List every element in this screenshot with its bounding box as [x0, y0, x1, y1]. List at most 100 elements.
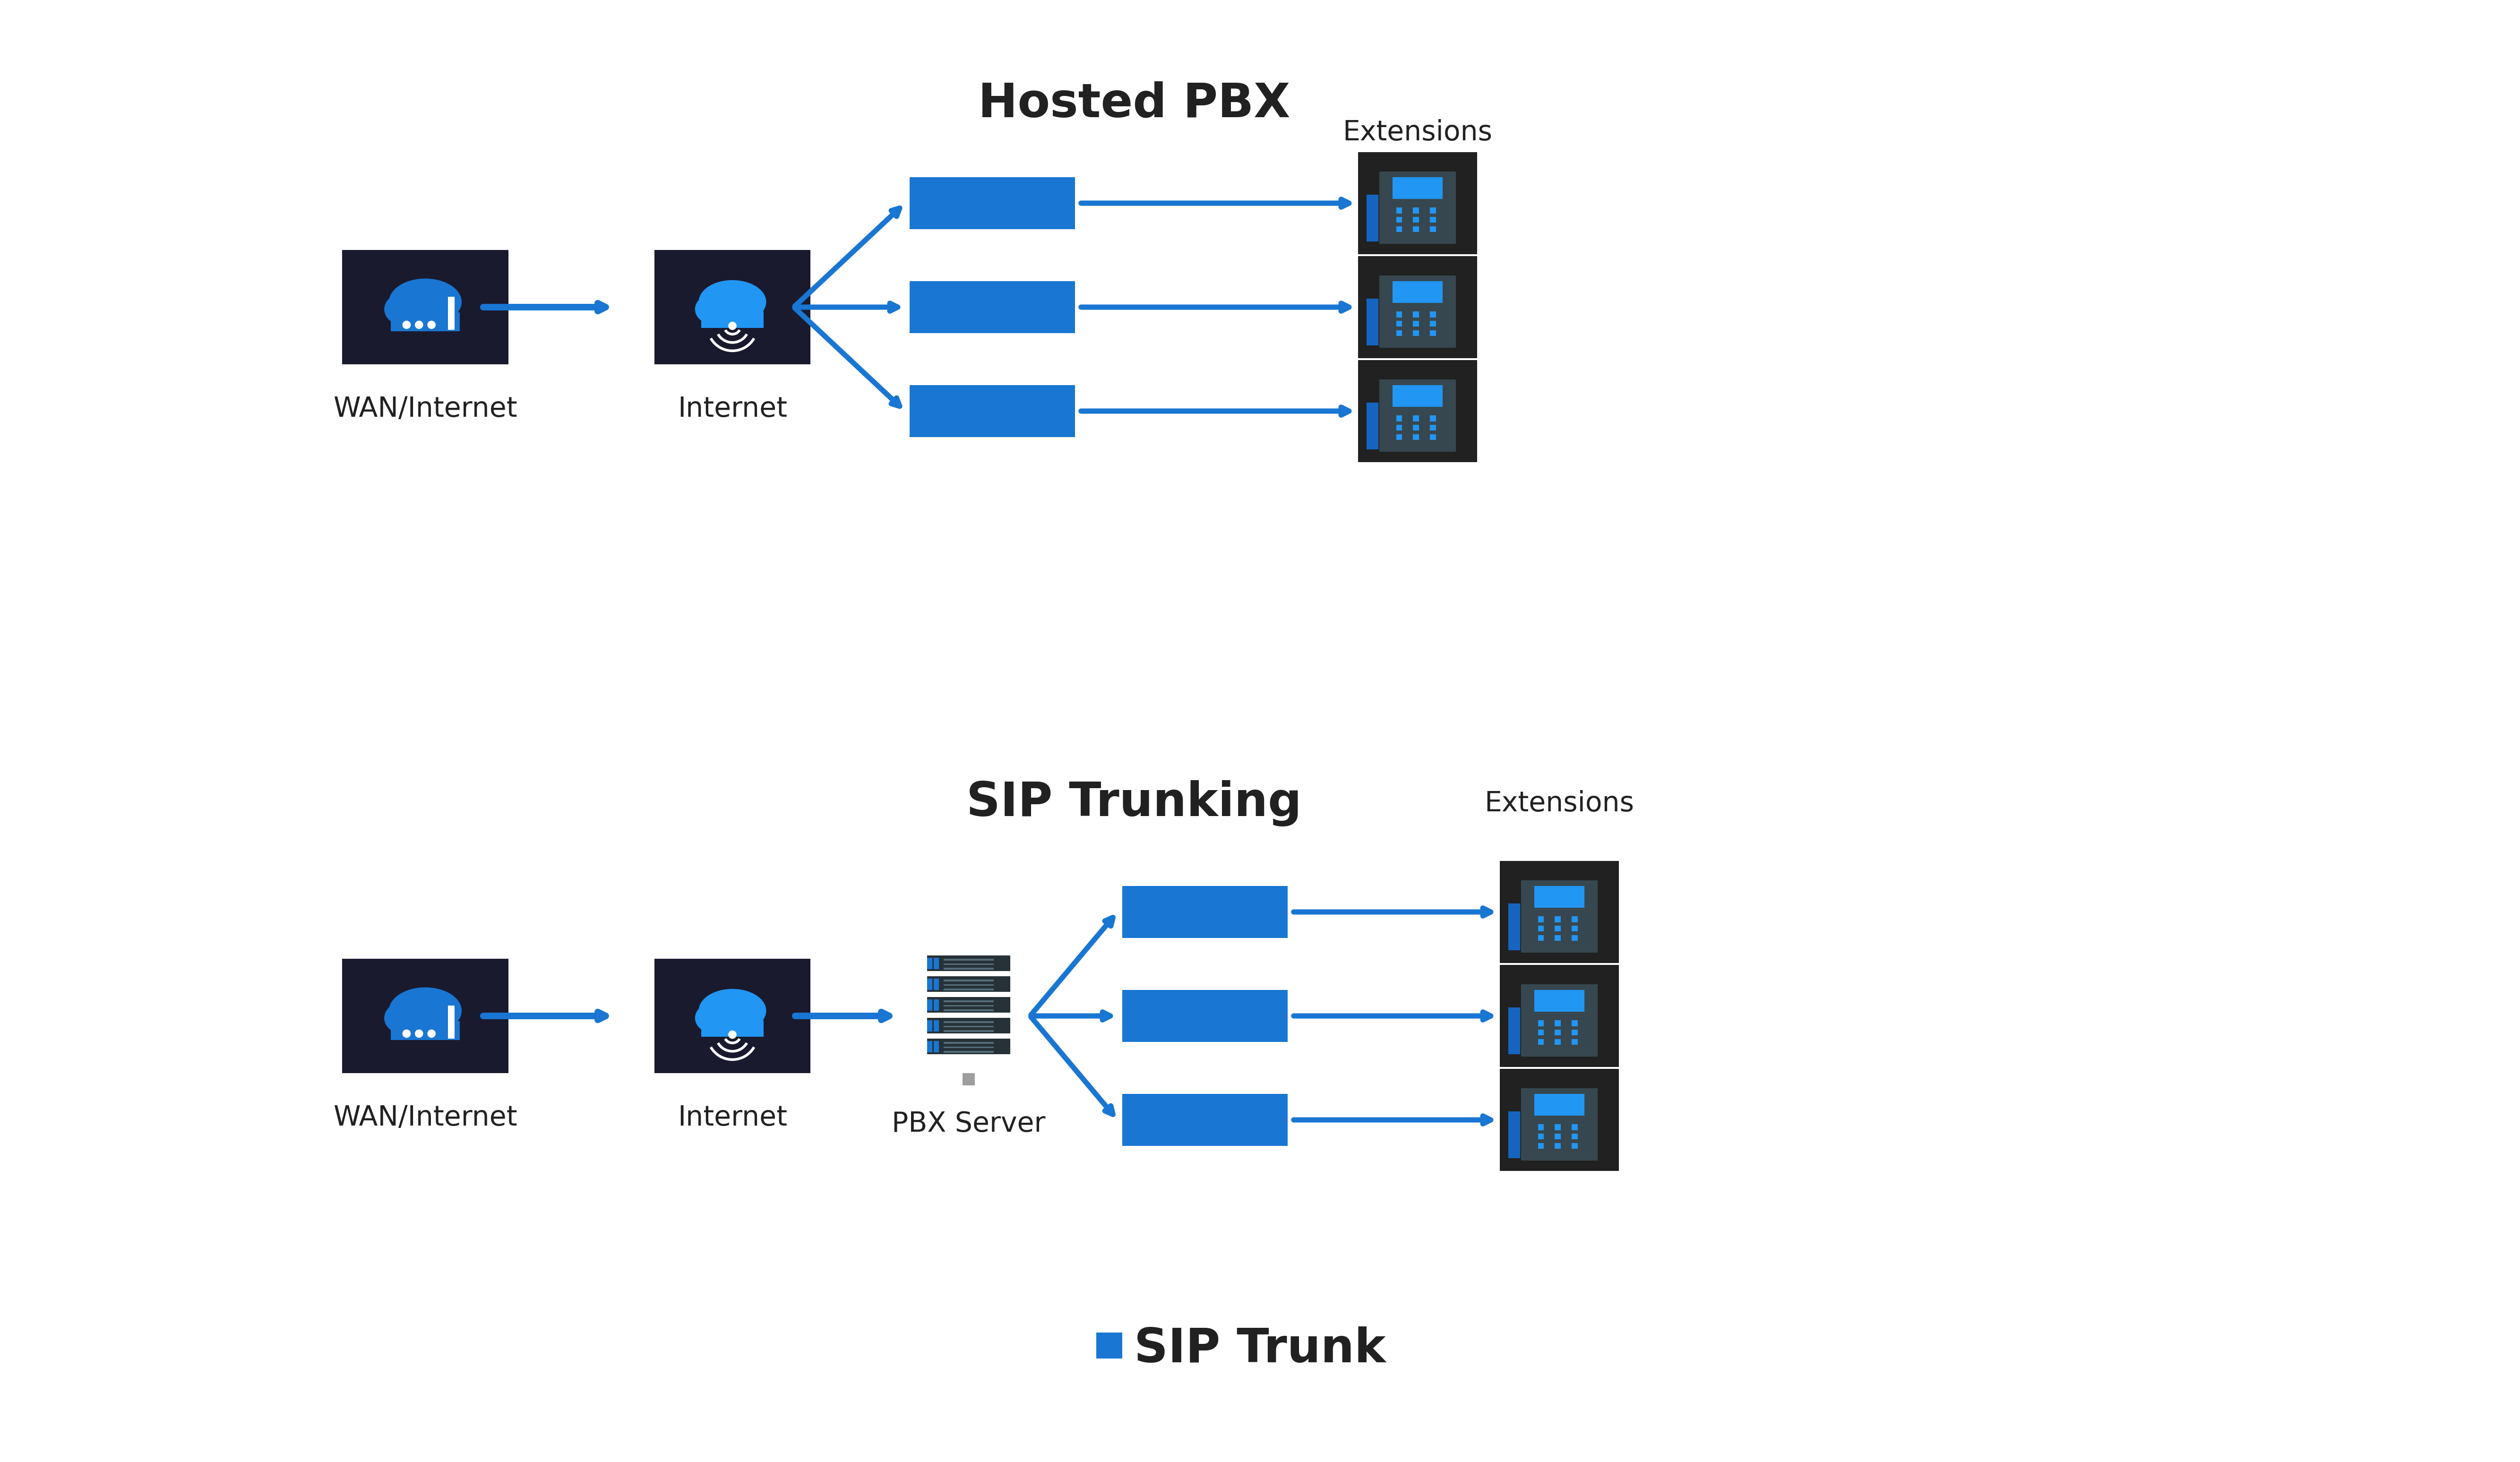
Bar [449, 1006, 454, 1013]
Bar [1429, 227, 1436, 232]
Bar [449, 1013, 454, 1026]
Bar [942, 1009, 993, 1012]
Bar [927, 1018, 1011, 1034]
Bar [1537, 1124, 1545, 1130]
Ellipse shape [388, 987, 461, 1034]
Bar [1555, 925, 1560, 931]
Circle shape [428, 320, 436, 329]
Circle shape [728, 322, 736, 330]
FancyBboxPatch shape [343, 959, 509, 1073]
Circle shape [428, 1029, 436, 1038]
Bar [910, 281, 1076, 333]
Bar [942, 1047, 993, 1048]
Bar [1121, 886, 1288, 939]
Bar [1394, 385, 1441, 406]
Bar [935, 1020, 940, 1032]
Bar [927, 1041, 932, 1053]
FancyBboxPatch shape [1509, 1007, 1520, 1054]
Bar [935, 958, 940, 969]
Bar [449, 1022, 454, 1039]
Bar [1522, 880, 1598, 952]
Bar [1572, 1020, 1578, 1026]
Bar [942, 1020, 993, 1023]
Ellipse shape [428, 1001, 459, 1026]
Bar [1535, 886, 1585, 908]
Bar [1396, 424, 1401, 431]
Bar [942, 980, 993, 981]
Bar [927, 958, 932, 969]
Bar [1414, 208, 1419, 213]
Circle shape [403, 1029, 411, 1038]
Bar [1414, 227, 1419, 232]
Bar [942, 1051, 993, 1053]
Bar [927, 1020, 932, 1032]
FancyBboxPatch shape [1499, 861, 1618, 963]
Bar [1429, 208, 1436, 213]
FancyBboxPatch shape [1509, 904, 1520, 950]
Bar [1394, 177, 1441, 199]
Bar [1429, 216, 1436, 222]
Bar [1572, 1124, 1578, 1130]
Bar [1429, 311, 1436, 317]
Circle shape [728, 1031, 736, 1039]
FancyBboxPatch shape [1499, 1069, 1618, 1171]
Ellipse shape [388, 279, 461, 326]
Bar [1429, 424, 1436, 431]
FancyBboxPatch shape [655, 250, 811, 364]
Text: Internet: Internet [678, 396, 786, 423]
Bar [1555, 1133, 1560, 1139]
Bar [1555, 1039, 1560, 1045]
Bar [1396, 227, 1401, 232]
Ellipse shape [736, 1001, 764, 1026]
Bar [1394, 281, 1441, 303]
Bar [701, 1020, 764, 1037]
Text: Hosted PBX: Hosted PBX [978, 80, 1290, 127]
Bar [1555, 1143, 1560, 1149]
Bar [942, 988, 993, 990]
Bar [910, 385, 1076, 437]
Bar [1121, 990, 1288, 1042]
Text: Internet: Internet [678, 1104, 786, 1132]
Ellipse shape [736, 292, 764, 317]
Bar [935, 978, 940, 990]
Bar [942, 1000, 993, 1001]
Bar [1572, 1039, 1578, 1045]
Bar [1396, 216, 1401, 222]
Bar [1429, 330, 1436, 336]
Text: Extensions: Extensions [1484, 789, 1635, 817]
Bar [927, 956, 1011, 971]
Text: Extensions: Extensions [1343, 118, 1492, 146]
Bar [1537, 1029, 1545, 1035]
Bar [1572, 1029, 1578, 1035]
Bar [1414, 330, 1419, 336]
Bar [963, 1073, 975, 1086]
Bar [910, 177, 1076, 230]
Bar [942, 1031, 993, 1032]
Circle shape [416, 320, 423, 329]
Bar [1396, 415, 1401, 421]
Circle shape [416, 1029, 423, 1038]
FancyBboxPatch shape [1366, 402, 1378, 449]
Bar [935, 1041, 940, 1053]
Bar [1414, 424, 1419, 431]
Bar [1414, 320, 1419, 326]
Bar [701, 311, 764, 327]
Bar [1414, 415, 1419, 421]
Text: PBX Server: PBX Server [892, 1111, 1046, 1137]
Circle shape [403, 320, 411, 329]
Bar [1378, 379, 1457, 452]
Bar [1535, 990, 1585, 1012]
FancyBboxPatch shape [343, 250, 509, 364]
Bar [1522, 1088, 1598, 1161]
Bar [1537, 925, 1545, 931]
Bar [927, 978, 932, 990]
Ellipse shape [383, 294, 421, 325]
FancyBboxPatch shape [1499, 965, 1618, 1067]
Bar [1555, 1124, 1560, 1130]
Bar [1396, 208, 1401, 213]
FancyBboxPatch shape [1366, 194, 1378, 241]
Bar [1572, 1133, 1578, 1139]
Bar [1396, 311, 1401, 317]
Bar [449, 306, 454, 317]
Bar [1555, 1029, 1560, 1035]
